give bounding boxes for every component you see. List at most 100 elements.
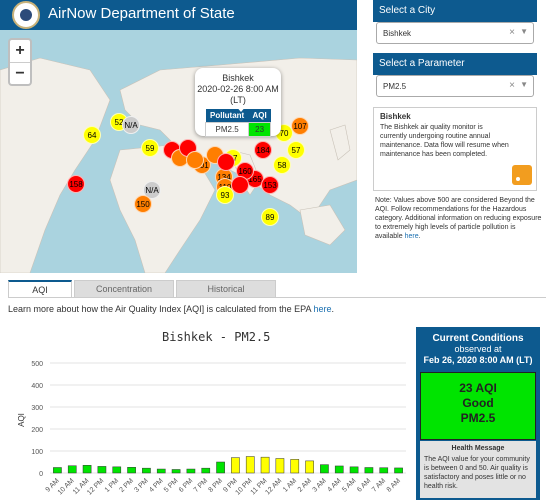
bar[interactable] (394, 467, 403, 474)
bar[interactable] (156, 468, 166, 474)
learn-text: Learn more about how the Air Quality Ind… (8, 304, 314, 314)
parameter-select[interactable]: PM2.5 × ▼ (376, 75, 534, 97)
world-map[interactable]: + − 6452N/A5983285N/A7010757158101184581… (0, 30, 357, 273)
rss-icon[interactable] (512, 165, 532, 185)
aqi-marker[interactable]: 89 (261, 208, 279, 226)
bar[interactable] (260, 456, 270, 474)
popup-city: Bishkek (222, 73, 254, 83)
aqi-marker[interactable]: 57 (287, 141, 305, 159)
bar[interactable] (379, 467, 389, 474)
aqi-marker[interactable]: 107 (291, 117, 309, 135)
bar[interactable] (334, 465, 344, 474)
city-info-box: Bishkek The Bishkek air quality monitor … (373, 107, 537, 191)
bar[interactable] (231, 457, 240, 474)
bar[interactable] (216, 461, 225, 474)
learn-link[interactable]: here (313, 304, 332, 314)
bar[interactable] (201, 467, 211, 474)
info-text: The Bishkek air quality monitor is curre… (380, 124, 509, 158)
aqi-marker[interactable] (231, 176, 249, 194)
health-message-title: Health Message (451, 445, 505, 452)
x-tick-label: 5 AM (341, 477, 357, 493)
health-message-text: The AQI value for your community is betw… (424, 456, 530, 490)
map-popup: Bishkek 2020-02-26 8:00 AM (LT) Pollutan… (195, 68, 281, 137)
y-tick-label: 0 (39, 471, 43, 478)
bar[interactable] (275, 458, 285, 474)
popup-aqi: 23 (248, 122, 271, 137)
y-tick-label: 200 (31, 427, 43, 434)
tab-historical[interactable]: Historical (176, 280, 276, 298)
y-tick-label: 400 (31, 383, 43, 390)
aqi-marker[interactable]: 58 (273, 156, 291, 174)
bar[interactable] (245, 456, 255, 474)
parameter-panel-header: Select a Parameter (373, 53, 537, 75)
bar[interactable] (97, 466, 107, 474)
aqi-marker[interactable]: 59 (141, 139, 159, 157)
bar[interactable] (290, 459, 300, 474)
aqi-marker[interactable]: 150 (134, 195, 152, 213)
note-link[interactable]: here (404, 233, 419, 240)
x-tick-label: 3 PM (133, 477, 150, 494)
aqi-marker[interactable]: N/A (122, 116, 140, 134)
bar[interactable] (53, 467, 62, 474)
bar[interactable] (320, 464, 329, 474)
x-tick-label: 1 PM (104, 477, 121, 494)
parameter-select-value: PM2.5 (383, 82, 407, 91)
city-select-value: Bishkek (383, 29, 412, 38)
bar[interactable] (112, 466, 122, 474)
app-title: AirNow Department of State (48, 5, 235, 22)
department-seal-icon (12, 1, 40, 29)
tab-aqi[interactable]: AQI (8, 280, 72, 298)
clear-icon[interactable]: × (509, 27, 515, 38)
aqi-marker[interactable]: 184 (254, 141, 272, 159)
aqi-marker[interactable]: 153 (261, 176, 279, 194)
x-tick-label: 10 AM (57, 477, 76, 496)
bar[interactable] (364, 467, 374, 474)
x-tick-label: 1 AM (282, 477, 298, 493)
current-pollutant: PM2.5 (460, 411, 496, 425)
x-tick-label: 3 AM (312, 477, 328, 493)
y-tick-label: 500 (31, 361, 43, 368)
divider (8, 297, 546, 298)
learn-more: Learn more about how the Air Quality Ind… (8, 304, 334, 314)
x-tick-label: 2 PM (118, 477, 135, 494)
bar[interactable] (171, 469, 181, 474)
x-tick-label: 8 AM (386, 477, 402, 493)
aqi-marker[interactable]: N/A (143, 181, 161, 199)
bar[interactable] (82, 465, 92, 474)
popup-col-pollutant: Pollutant (205, 109, 249, 123)
chevron-down-icon[interactable]: ▼ (520, 80, 528, 89)
map-land-shapes (0, 57, 357, 273)
bar[interactable] (349, 466, 359, 474)
x-tick-label: 8 PM (207, 477, 224, 494)
x-tick-label: 4 PM (148, 477, 165, 494)
note-text: Note: Values above 500 are considered Be… (375, 197, 542, 240)
learn-suffix: . (331, 304, 335, 314)
aqi-marker[interactable]: 64 (83, 126, 101, 144)
bar[interactable] (186, 468, 196, 474)
aqi-marker[interactable]: 158 (67, 175, 85, 193)
aqi-marker[interactable]: 93 (216, 186, 234, 204)
bar[interactable] (305, 460, 314, 474)
current-category: Good (462, 396, 494, 410)
current-aqi-box: 23 AQI Good PM2.5 (420, 372, 536, 440)
zoom-in-button[interactable]: + (15, 42, 25, 59)
tab-concentration[interactable]: Concentration (74, 280, 174, 298)
y-tick-label: 300 (31, 405, 43, 412)
aqi-marker[interactable] (217, 153, 235, 171)
current-aqi-value: 23 AQI (459, 381, 497, 395)
observed-label: observed at (454, 344, 502, 354)
info-title: Bishkek (380, 112, 411, 121)
bar[interactable] (127, 467, 136, 474)
bar[interactable] (67, 465, 77, 474)
zoom-out-button[interactable]: − (10, 62, 30, 84)
chevron-down-icon[interactable]: ▼ (520, 27, 528, 36)
bar[interactable] (142, 467, 151, 474)
aqi-marker[interactable] (186, 151, 204, 169)
x-tick-label: 5 PM (163, 477, 180, 494)
popup-pollutant: PM2.5 (204, 122, 250, 137)
health-message: Health Message The AQI value for your co… (420, 441, 536, 498)
current-conditions-header: Current Conditions observed at Feb 26, 2… (418, 329, 538, 366)
clear-icon[interactable]: × (509, 80, 515, 91)
current-conditions-title: Current Conditions (432, 333, 524, 344)
city-select[interactable]: Bishkek × ▼ (376, 22, 534, 44)
